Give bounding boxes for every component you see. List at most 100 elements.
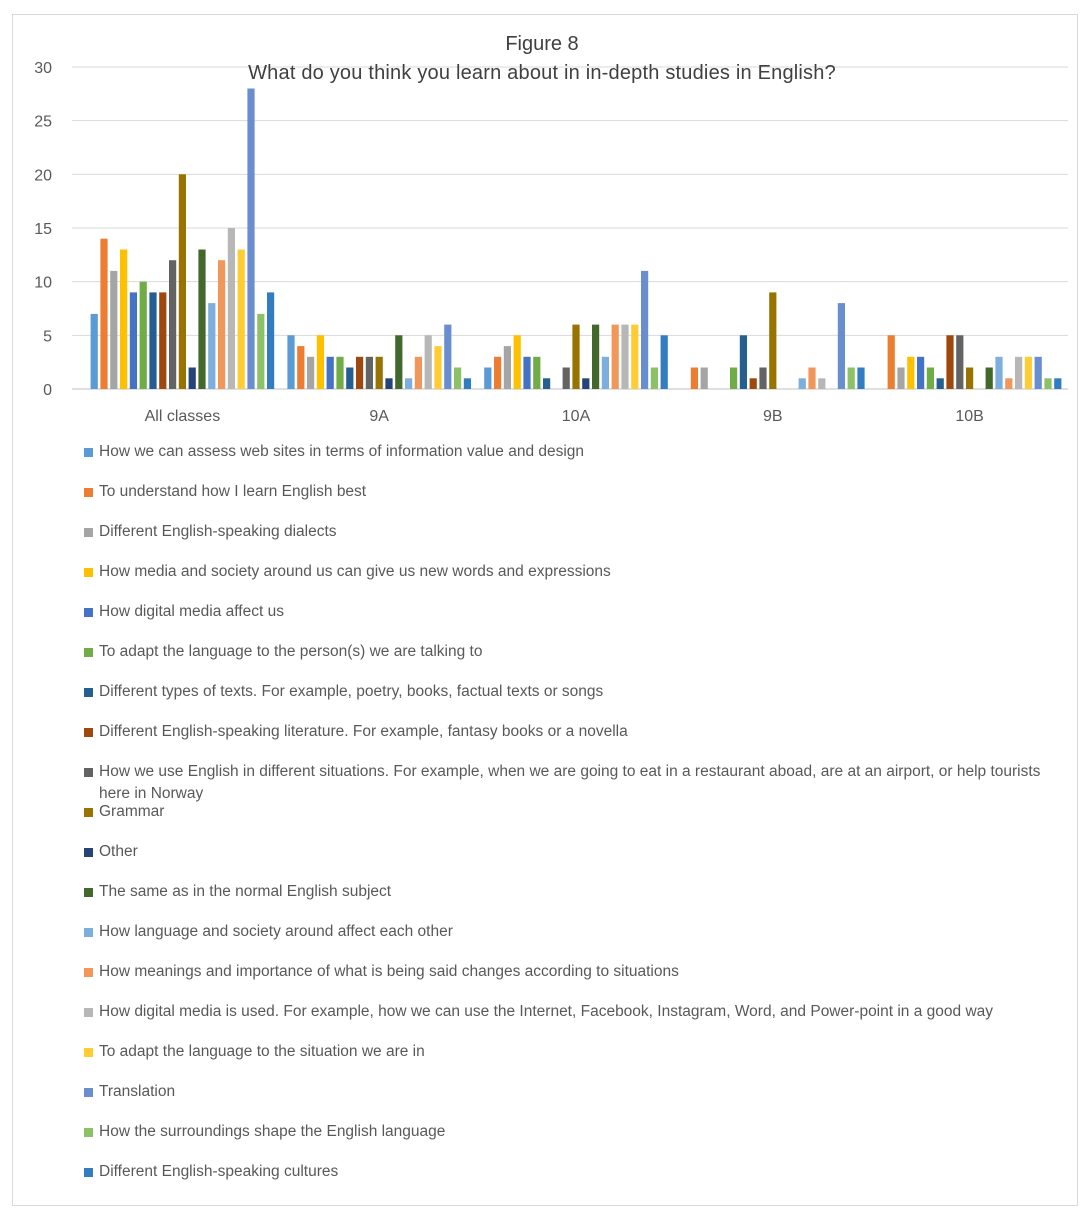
legend-swatch (84, 888, 93, 897)
bar (120, 249, 128, 389)
legend-label: To adapt the language to the situation w… (99, 1043, 425, 1060)
bar (494, 356, 502, 389)
legend-swatch (84, 568, 93, 577)
bar (100, 238, 108, 389)
legend-item: Different types of texts. For example, p… (84, 680, 1054, 720)
legend-swatch (84, 1128, 93, 1137)
bar (336, 356, 344, 389)
bar (159, 292, 167, 389)
bar (660, 335, 668, 389)
bar (149, 292, 157, 389)
bar (237, 249, 245, 389)
bar (356, 356, 364, 389)
bar (690, 367, 698, 389)
bar (169, 260, 177, 389)
bar (897, 367, 905, 389)
chart-subtitle: What do you think you learn about in in-… (248, 62, 836, 84)
legend-label: How meanings and importance of what is b… (99, 963, 679, 980)
legend-swatch (84, 1168, 93, 1177)
bar (188, 367, 196, 389)
bar (966, 367, 974, 389)
bar (572, 324, 580, 389)
bar (926, 367, 934, 389)
bar (365, 356, 373, 389)
y-tick-label: 0 (43, 382, 52, 399)
bar (178, 174, 186, 389)
bar (985, 367, 993, 389)
bar (523, 356, 531, 389)
legend-item: To adapt the language to the situation w… (84, 1040, 1054, 1080)
legend-swatch (84, 728, 93, 737)
legend-item: How the surroundings shape the English l… (84, 1120, 1054, 1160)
bar (434, 346, 442, 389)
legend-swatch (84, 608, 93, 617)
bar (936, 378, 944, 389)
bar (1044, 378, 1052, 389)
legend-label: Different English-speaking literature. F… (99, 723, 628, 740)
bar (592, 324, 600, 389)
legend-item: How language and society around affect e… (84, 920, 1054, 960)
bar (650, 367, 658, 389)
bar (513, 335, 521, 389)
bar (847, 367, 855, 389)
legend-item: To adapt the language to the person(s) w… (84, 640, 1054, 680)
legend-label: Grammar (99, 803, 165, 820)
legend-swatch (84, 528, 93, 537)
bar (424, 335, 432, 389)
bar (346, 367, 354, 389)
y-tick-label: 15 (34, 221, 52, 238)
y-tick-label: 5 (43, 328, 52, 345)
bar (818, 378, 826, 389)
legend-item: How media and society around us can give… (84, 560, 1054, 600)
bar (287, 335, 295, 389)
bar (621, 324, 629, 389)
bar (375, 356, 383, 389)
legend-item: Different English-speaking cultures (84, 1160, 1054, 1200)
bar (227, 228, 235, 389)
y-tick-label: 25 (34, 114, 52, 131)
bar (749, 378, 757, 389)
legend-label: How the surroundings shape the English l… (99, 1123, 446, 1140)
legend-swatch (84, 968, 93, 977)
legend-label: To adapt the language to the person(s) w… (99, 643, 483, 660)
bar-chart: 0 5 10 15 20 25 30 All classes 9A 10A 9B 10B (34, 60, 1068, 425)
legend-swatch (84, 688, 93, 697)
bar (218, 260, 226, 389)
bar (1005, 378, 1013, 389)
bar (1015, 356, 1023, 389)
bar (316, 335, 324, 389)
bar (631, 324, 639, 389)
x-tick-label: All classes (145, 408, 221, 425)
bar (887, 335, 895, 389)
bar (601, 356, 609, 389)
legend-item: How we use English in different situatio… (84, 760, 1054, 802)
legend-label: Translation (99, 1083, 176, 1100)
bar (946, 335, 954, 389)
y-tick-label: 30 (34, 60, 52, 77)
legend-item: Different English-speaking dialects (84, 520, 1054, 560)
bar (995, 356, 1003, 389)
bar (414, 356, 422, 389)
bar (700, 367, 708, 389)
legend-item: The same as in the normal English subjec… (84, 880, 1054, 920)
chart-title: Figure 8 (505, 33, 579, 55)
x-tick-label: 10B (955, 408, 983, 425)
bar (257, 313, 265, 389)
bar (759, 367, 767, 389)
legend-label: To understand how I learn English best (99, 483, 367, 500)
legend-label: How media and society around us can give… (99, 563, 611, 580)
bar (297, 346, 305, 389)
legend-item: How we can assess web sites in terms of … (84, 440, 1054, 480)
bar (395, 335, 403, 389)
legend-swatch (84, 928, 93, 937)
bar (907, 356, 915, 389)
bar (798, 378, 806, 389)
bar (444, 324, 452, 389)
legend-swatch (84, 1008, 93, 1017)
legend-label: How we use English in different situatio… (99, 763, 1041, 802)
bar (208, 303, 216, 389)
bar (582, 378, 590, 389)
bar (857, 367, 865, 389)
legend-label: The same as in the normal English subjec… (99, 883, 392, 900)
legend-item: Different English-speaking literature. F… (84, 720, 1054, 760)
